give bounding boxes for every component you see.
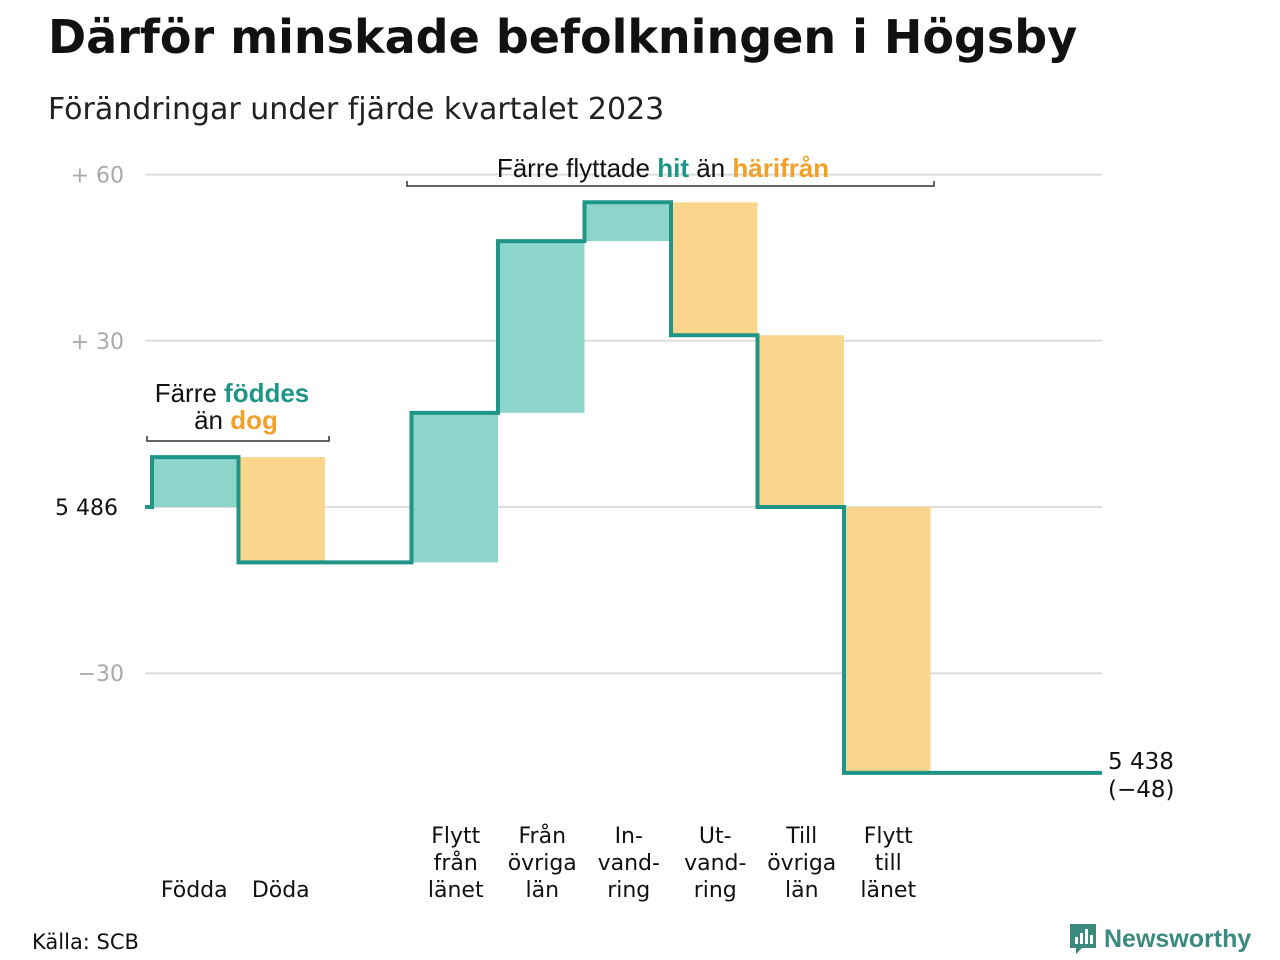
annotation-births-line1: Färre föddes	[155, 378, 310, 408]
bar-8	[844, 507, 931, 773]
annotation-births-line2: än dog	[194, 405, 278, 435]
y-tick-label-0: + 60	[71, 164, 124, 189]
annotation-migration-prefix: Färre flyttade	[497, 153, 657, 183]
bar-6	[671, 202, 758, 336]
bar-5	[584, 202, 671, 242]
category-label-5-0: In-	[615, 824, 643, 849]
y-tick-label-2: −30	[78, 662, 124, 687]
end-value-label: 5 438	[1108, 749, 1174, 775]
category-label-7-0: Till	[785, 824, 817, 849]
category-label-6-2: ring	[694, 878, 737, 903]
y-tick-label-1: + 30	[71, 330, 124, 355]
category-label-4-2: län	[525, 878, 559, 903]
category-label-8-1: till	[875, 851, 902, 876]
bar-1	[238, 457, 325, 563]
annotation-migration: Färre flyttade hit än härifrån	[497, 153, 829, 183]
annotation-migration-harifran: härifrån	[732, 153, 829, 183]
category-label-8-0: Flytt	[864, 824, 913, 849]
bar-4	[498, 241, 585, 413]
brand-name: Newsworthy	[1104, 924, 1252, 953]
annotation-births-bracket	[146, 436, 330, 442]
chart-title: Därför minskade befolkningen i Högsby	[48, 10, 1078, 64]
chart-subtitle: Förändringar under fjärde kvartalet 2023	[48, 92, 665, 127]
annotation-births-highlight: föddes	[224, 378, 309, 408]
category-label-7-2: län	[785, 878, 819, 903]
annotation-migration-bracket	[406, 181, 935, 187]
annotation-births-mid: än	[194, 405, 230, 435]
bar-7	[757, 335, 844, 507]
bar-3	[411, 412, 498, 563]
category-label-8-2: länet	[860, 878, 916, 903]
category-label-3-2: länet	[428, 878, 484, 903]
step-line	[145, 200, 1102, 775]
brand-logo: Newsworthy	[1068, 922, 1251, 956]
newsworthy-logo-icon	[1070, 924, 1096, 954]
bar-0	[152, 457, 239, 507]
category-label-4-0: Från	[518, 823, 566, 849]
category-label-3-0: Flytt	[431, 824, 480, 849]
category-label-5-2: ring	[607, 878, 650, 903]
source-note: Källa: SCB	[32, 930, 139, 954]
annotation-births-prefix: Färre	[155, 378, 224, 408]
category-label-6-1: vand-	[684, 851, 746, 876]
category-label-6-0: Ut-	[699, 824, 732, 849]
category-label-0-0: Födda	[161, 878, 228, 903]
category-label-7-1: övriga	[767, 851, 836, 876]
category-label-3-1: från	[434, 850, 478, 876]
category-label-5-1: vand-	[598, 851, 660, 876]
category-label-1-0: Döda	[252, 878, 310, 903]
annotation-migration-hit: hit	[657, 153, 689, 183]
end-change-label: (−48)	[1108, 777, 1174, 803]
annotation-deaths-highlight: dog	[230, 405, 278, 435]
annotation-migration-mid: än	[689, 153, 732, 183]
category-label-4-1: övriga	[508, 851, 577, 876]
y-tick-label-start: 5 486	[55, 496, 118, 521]
